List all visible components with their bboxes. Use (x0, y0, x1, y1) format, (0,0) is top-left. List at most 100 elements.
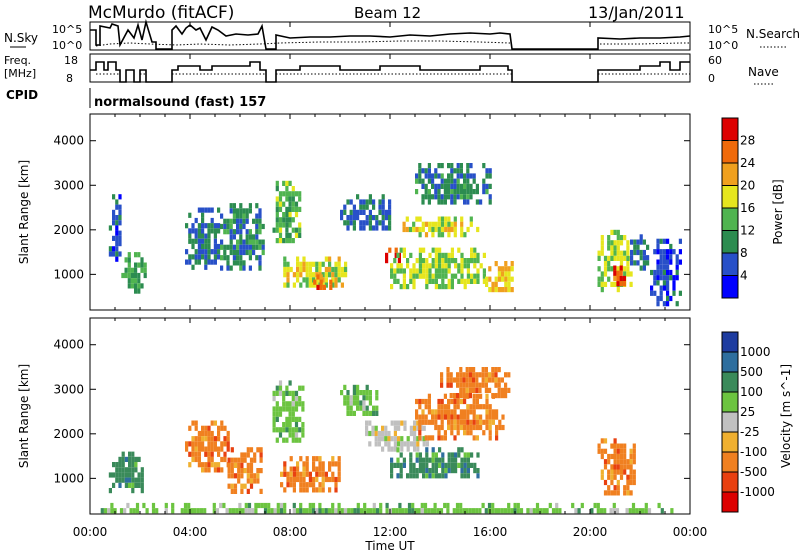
range-cell (399, 462, 403, 468)
range-cell (425, 268, 429, 274)
range-cell (500, 508, 504, 514)
range-cell (282, 396, 286, 402)
range-cell (443, 435, 447, 441)
range-cell (127, 283, 131, 289)
range-cell (466, 178, 470, 184)
range-cell (226, 244, 230, 250)
range-cell (255, 213, 259, 219)
range-cell (633, 260, 637, 266)
range-cell (143, 262, 147, 268)
range-cell (286, 476, 290, 483)
range-cell (615, 508, 620, 514)
range-cell (391, 508, 396, 514)
range-cell (613, 474, 617, 480)
range-cell (282, 217, 286, 223)
range-cell (272, 406, 276, 412)
range-cell (191, 441, 195, 447)
range-cell (381, 220, 385, 226)
range-cell (134, 278, 138, 284)
range-cell (316, 284, 320, 290)
range-cell (619, 270, 623, 276)
range-cell (220, 441, 224, 447)
range-cell (108, 225, 112, 231)
range-cell (131, 456, 135, 462)
range-cell (288, 411, 292, 417)
range-cell (121, 467, 125, 473)
range-cell (305, 272, 309, 278)
range-cell (626, 255, 630, 261)
range-cell (450, 163, 454, 169)
range-cell (440, 377, 444, 383)
range-cell (378, 209, 382, 215)
range-cell (316, 274, 320, 280)
range-cell (418, 462, 422, 468)
range-cell (415, 178, 419, 184)
range-cell (294, 227, 299, 233)
range-cell (453, 419, 457, 425)
range-cell (659, 269, 663, 276)
range-cell (453, 435, 457, 441)
range-cell (191, 446, 195, 452)
range-cell (108, 251, 112, 257)
range-cell (193, 508, 197, 514)
range-cell (294, 427, 299, 433)
range-cell (329, 284, 333, 290)
range-cell (403, 441, 407, 447)
range-cell (460, 258, 464, 264)
range-cell (291, 201, 295, 207)
range-cell (396, 462, 400, 468)
range-cell (457, 247, 461, 253)
range-cell (387, 446, 391, 452)
range-cell (280, 482, 284, 488)
range-cell (447, 284, 451, 290)
range-cell (210, 420, 214, 426)
range-cell (187, 508, 191, 514)
range-cell (406, 436, 410, 442)
range-cell (600, 448, 604, 454)
range-cell (393, 278, 397, 284)
range-cell (356, 508, 360, 514)
range-cell (427, 393, 431, 399)
range-cell (669, 295, 673, 302)
range-cell (629, 453, 633, 460)
range-cell (298, 222, 302, 228)
range-cell (463, 199, 467, 205)
range-cell (288, 196, 292, 202)
range-cell (551, 508, 556, 514)
range-cell (610, 229, 614, 235)
range-cell (610, 469, 614, 475)
range-cell (447, 268, 451, 274)
range-cell (334, 266, 338, 273)
range-cell (422, 441, 426, 447)
range-cell (434, 258, 438, 264)
range-cell (666, 301, 670, 307)
range-cell (352, 410, 356, 416)
range-cell (242, 260, 246, 266)
range-cell (438, 247, 442, 253)
range-cell (207, 430, 211, 437)
range-cell (115, 225, 119, 231)
range-cell (656, 295, 660, 302)
range-cell (437, 221, 441, 227)
range-cell (431, 435, 435, 441)
range-cell (381, 215, 385, 221)
range-cell (294, 212, 299, 218)
range-cell (400, 441, 404, 447)
range-cell (456, 393, 460, 399)
cpid-panel: CPID normalsound (fast) 157 (6, 88, 266, 110)
range-cell (258, 239, 262, 245)
range-cell (299, 476, 303, 483)
range-cell (308, 482, 312, 488)
range-cell (291, 196, 295, 202)
range-cell (349, 395, 353, 401)
range-cell (115, 462, 119, 468)
range-cell (450, 189, 454, 195)
range-cell (443, 183, 447, 189)
range-cell (494, 508, 498, 514)
range-cell (444, 273, 448, 279)
range-cell (289, 482, 293, 488)
range-cell (456, 377, 460, 383)
range-cell (191, 456, 195, 463)
range-cell (482, 273, 486, 279)
range-cell (453, 189, 457, 195)
